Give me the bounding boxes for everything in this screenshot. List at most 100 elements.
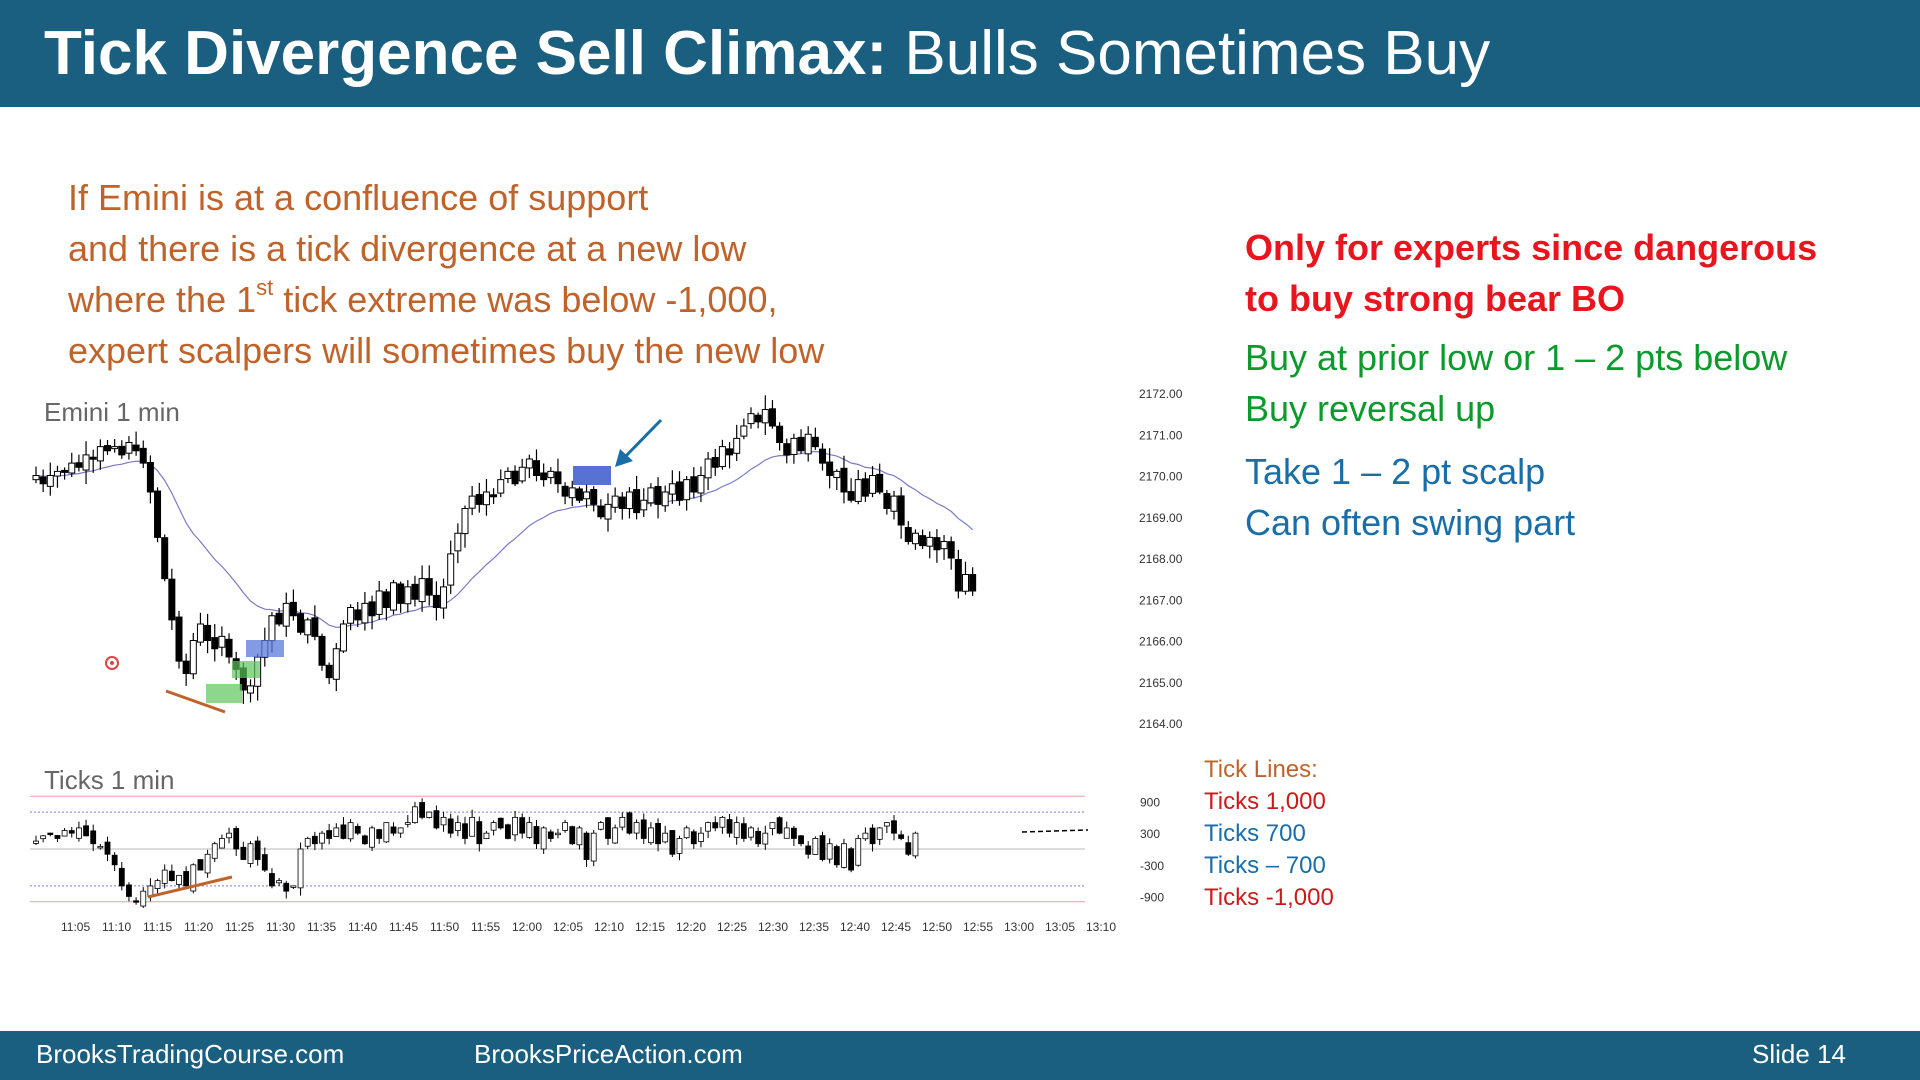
price-candle: [847, 491, 855, 501]
tick-divergence-line: [147, 875, 233, 899]
cursor-icon: [110, 661, 114, 665]
tick-candle: [369, 827, 375, 848]
price-candle: [697, 475, 705, 494]
price-candle: [297, 613, 305, 633]
price-candle: [747, 413, 755, 425]
time-x-tick: 11:40: [348, 920, 377, 934]
tick-candle: [376, 829, 383, 839]
tick-y-tick: 300: [1140, 827, 1160, 841]
price-candle: [711, 456, 719, 468]
time-x-tick: 12:25: [717, 920, 747, 934]
footer-site-link[interactable]: BrooksPriceAction.com: [474, 1039, 743, 1069]
tick-candle: [519, 817, 526, 834]
price-candle: [797, 436, 805, 452]
tick-y-tick: -300: [1140, 859, 1164, 873]
intro-line: where the 1st tick extreme was below -1,…: [68, 274, 824, 325]
price-candle: [826, 461, 834, 476]
price-candle: [189, 640, 197, 675]
cursor-icon: [105, 656, 119, 670]
tick-candle: [354, 825, 361, 834]
price-candle: [132, 444, 140, 452]
ticks-chart-title: Ticks 1 min: [44, 765, 175, 795]
price-candle: [454, 532, 462, 552]
price-candle: [568, 487, 576, 499]
tick-candle: [569, 826, 576, 845]
price-candle: [933, 537, 941, 551]
warning-line: Only for experts since dangerous: [1245, 227, 1818, 268]
price-candle: [225, 638, 233, 658]
tick-candle: [848, 848, 854, 871]
tick-candle: [898, 834, 905, 839]
price-candle: [390, 582, 397, 611]
price-candle: [154, 490, 162, 538]
price-candle: [804, 433, 812, 455]
tick-candle: [426, 811, 433, 818]
price-candle: [911, 532, 919, 545]
tick-candle: [61, 830, 68, 837]
footer-site-link[interactable]: BrooksTradingCourse.com: [36, 1039, 345, 1069]
price-candle: [318, 635, 326, 666]
price-candle: [969, 574, 977, 592]
price-candle: [282, 602, 290, 627]
tick-candle: [183, 871, 190, 887]
tick-candle: [104, 841, 111, 855]
tick-candle: [719, 816, 726, 828]
tick-candle: [469, 816, 476, 837]
intro-text: If Emini is at a confluence of support a…: [68, 172, 824, 376]
price-candle: [583, 491, 591, 500]
footer-bar: BrooksTradingCourse.com BrooksPriceActio…: [0, 1031, 1920, 1080]
tick-candle: [419, 802, 426, 818]
time-x-tick: 11:55: [471, 920, 500, 934]
price-candle: [175, 616, 183, 662]
tick-candle: [590, 832, 597, 862]
buy-notes: Buy at prior low or 1 – 2 pts below Buy …: [1245, 332, 1787, 434]
tick-candle: [769, 822, 776, 830]
intro-fragment: tick extreme was below -1,000,: [273, 279, 778, 320]
price-candle: [718, 446, 726, 468]
price-candle: [604, 503, 612, 520]
arrow-icon: [615, 449, 633, 467]
price-candle: [461, 508, 469, 535]
tick-candle: [326, 830, 333, 839]
price-candle: [668, 483, 676, 495]
price-candle: [869, 475, 877, 494]
tick-projection-line: [1021, 829, 1089, 833]
time-x-tick: 12:20: [676, 920, 706, 934]
tick-candle: [254, 840, 261, 860]
price-candle: [954, 559, 962, 592]
tick-candle: [233, 828, 240, 850]
time-x-tick: 11:05: [61, 920, 90, 934]
price-candle: [468, 495, 476, 509]
tick-candle: [190, 864, 197, 892]
tick-candle: [862, 832, 869, 840]
price-candle: [275, 612, 283, 625]
price-candle: [947, 541, 955, 559]
price-candle: [561, 485, 569, 497]
intro-line: If Emini is at a confluence of support: [68, 177, 649, 218]
tick-candle: [126, 884, 132, 897]
tick-candle: [161, 869, 168, 884]
tick-candle: [619, 816, 626, 828]
take-line: Take 1 – 2 pt scalp: [1245, 451, 1546, 492]
price-y-tick: 2169.00: [1139, 511, 1183, 525]
tick-candle: [791, 827, 797, 839]
price-candle: [962, 574, 969, 592]
take-line: Can often swing part: [1245, 502, 1576, 543]
time-x-tick: 12:45: [881, 920, 911, 934]
legend-item: Ticks 700: [1204, 820, 1306, 847]
time-x-tick: 11:10: [102, 920, 131, 934]
tick-candle: [633, 822, 640, 834]
time-x-tick: 11:30: [266, 920, 295, 934]
price-candle: [776, 425, 784, 444]
price-candle: [475, 494, 483, 505]
tick-candle: [540, 827, 547, 850]
price-candle: [68, 462, 76, 474]
price-candle: [490, 494, 498, 498]
tick-candle: [397, 827, 404, 834]
tick-candle: [855, 838, 862, 866]
price-candle: [833, 470, 841, 479]
price-candle: [819, 448, 826, 464]
tick-candle: [204, 853, 211, 874]
tick-lines-legend: Tick Lines: Ticks 1,000 Ticks 700 Ticks …: [1204, 754, 1334, 914]
price-candle: [783, 443, 791, 456]
